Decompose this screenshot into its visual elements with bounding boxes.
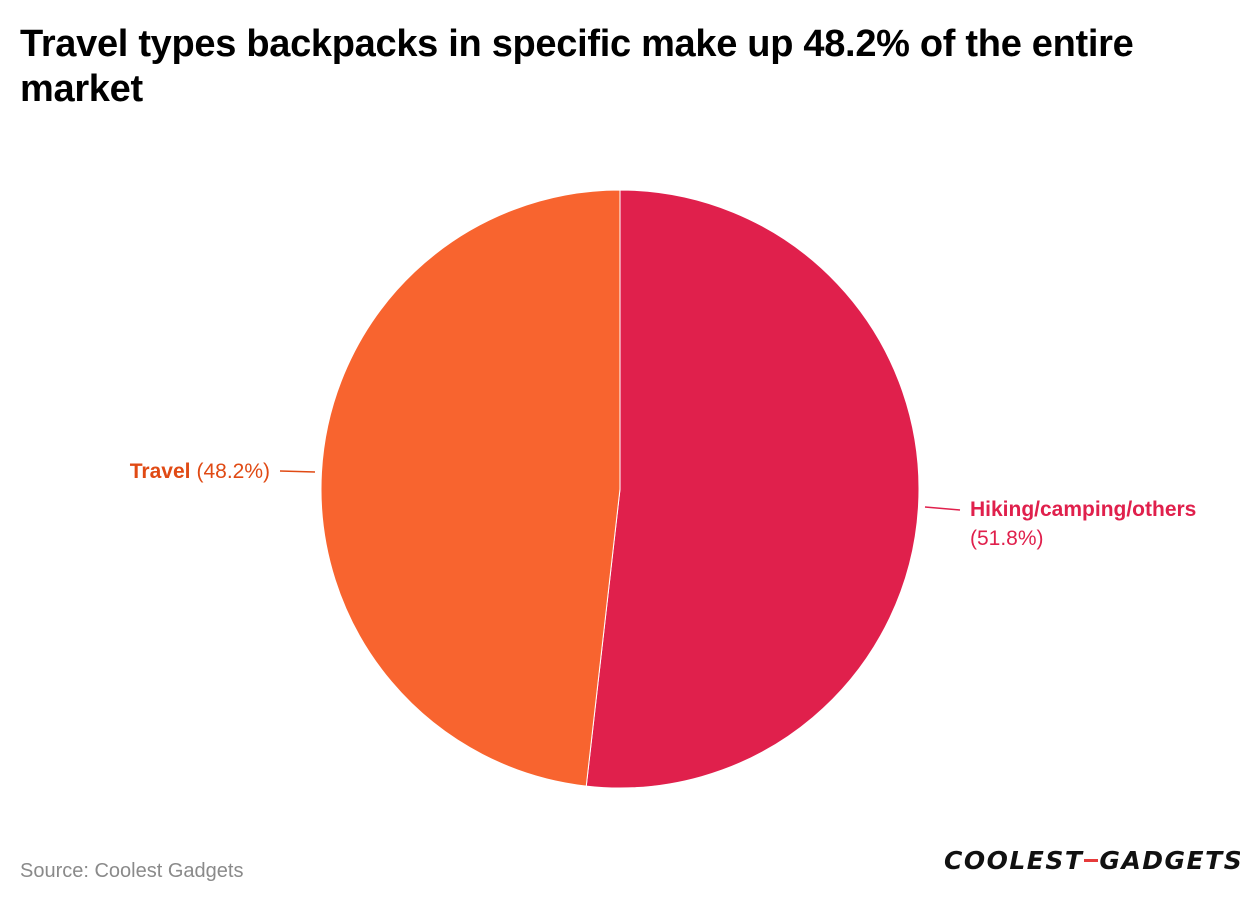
logo-separator — [1084, 858, 1099, 862]
hiking-label-percent: (51.8%) — [970, 527, 1044, 550]
travel-slice-label: Travel (48.2%) — [130, 460, 270, 483]
pie-slice-hiking-camping-others — [585, 189, 920, 789]
pie-slice-travel — [320, 189, 621, 787]
logo-word-coolest: COOLEST — [944, 846, 1084, 875]
pie-slices — [320, 189, 920, 789]
logo-word-gadgets: GADGETS — [1099, 846, 1240, 875]
coolest-gadgets-logo: COOLEST GADGETS — [944, 846, 1240, 875]
source-note: Source: Coolest Gadgets — [20, 860, 244, 882]
travel-label-percent: (48.2%) — [196, 460, 270, 483]
chart-title: Travel types backpacks in specific make … — [20, 23, 1134, 110]
travel-leader-line — [279, 470, 316, 473]
travel-label-name: Travel — [130, 460, 191, 483]
hiking-label-name: Hiking/camping/others — [970, 498, 1196, 521]
hiking-leader-line — [924, 506, 961, 511]
